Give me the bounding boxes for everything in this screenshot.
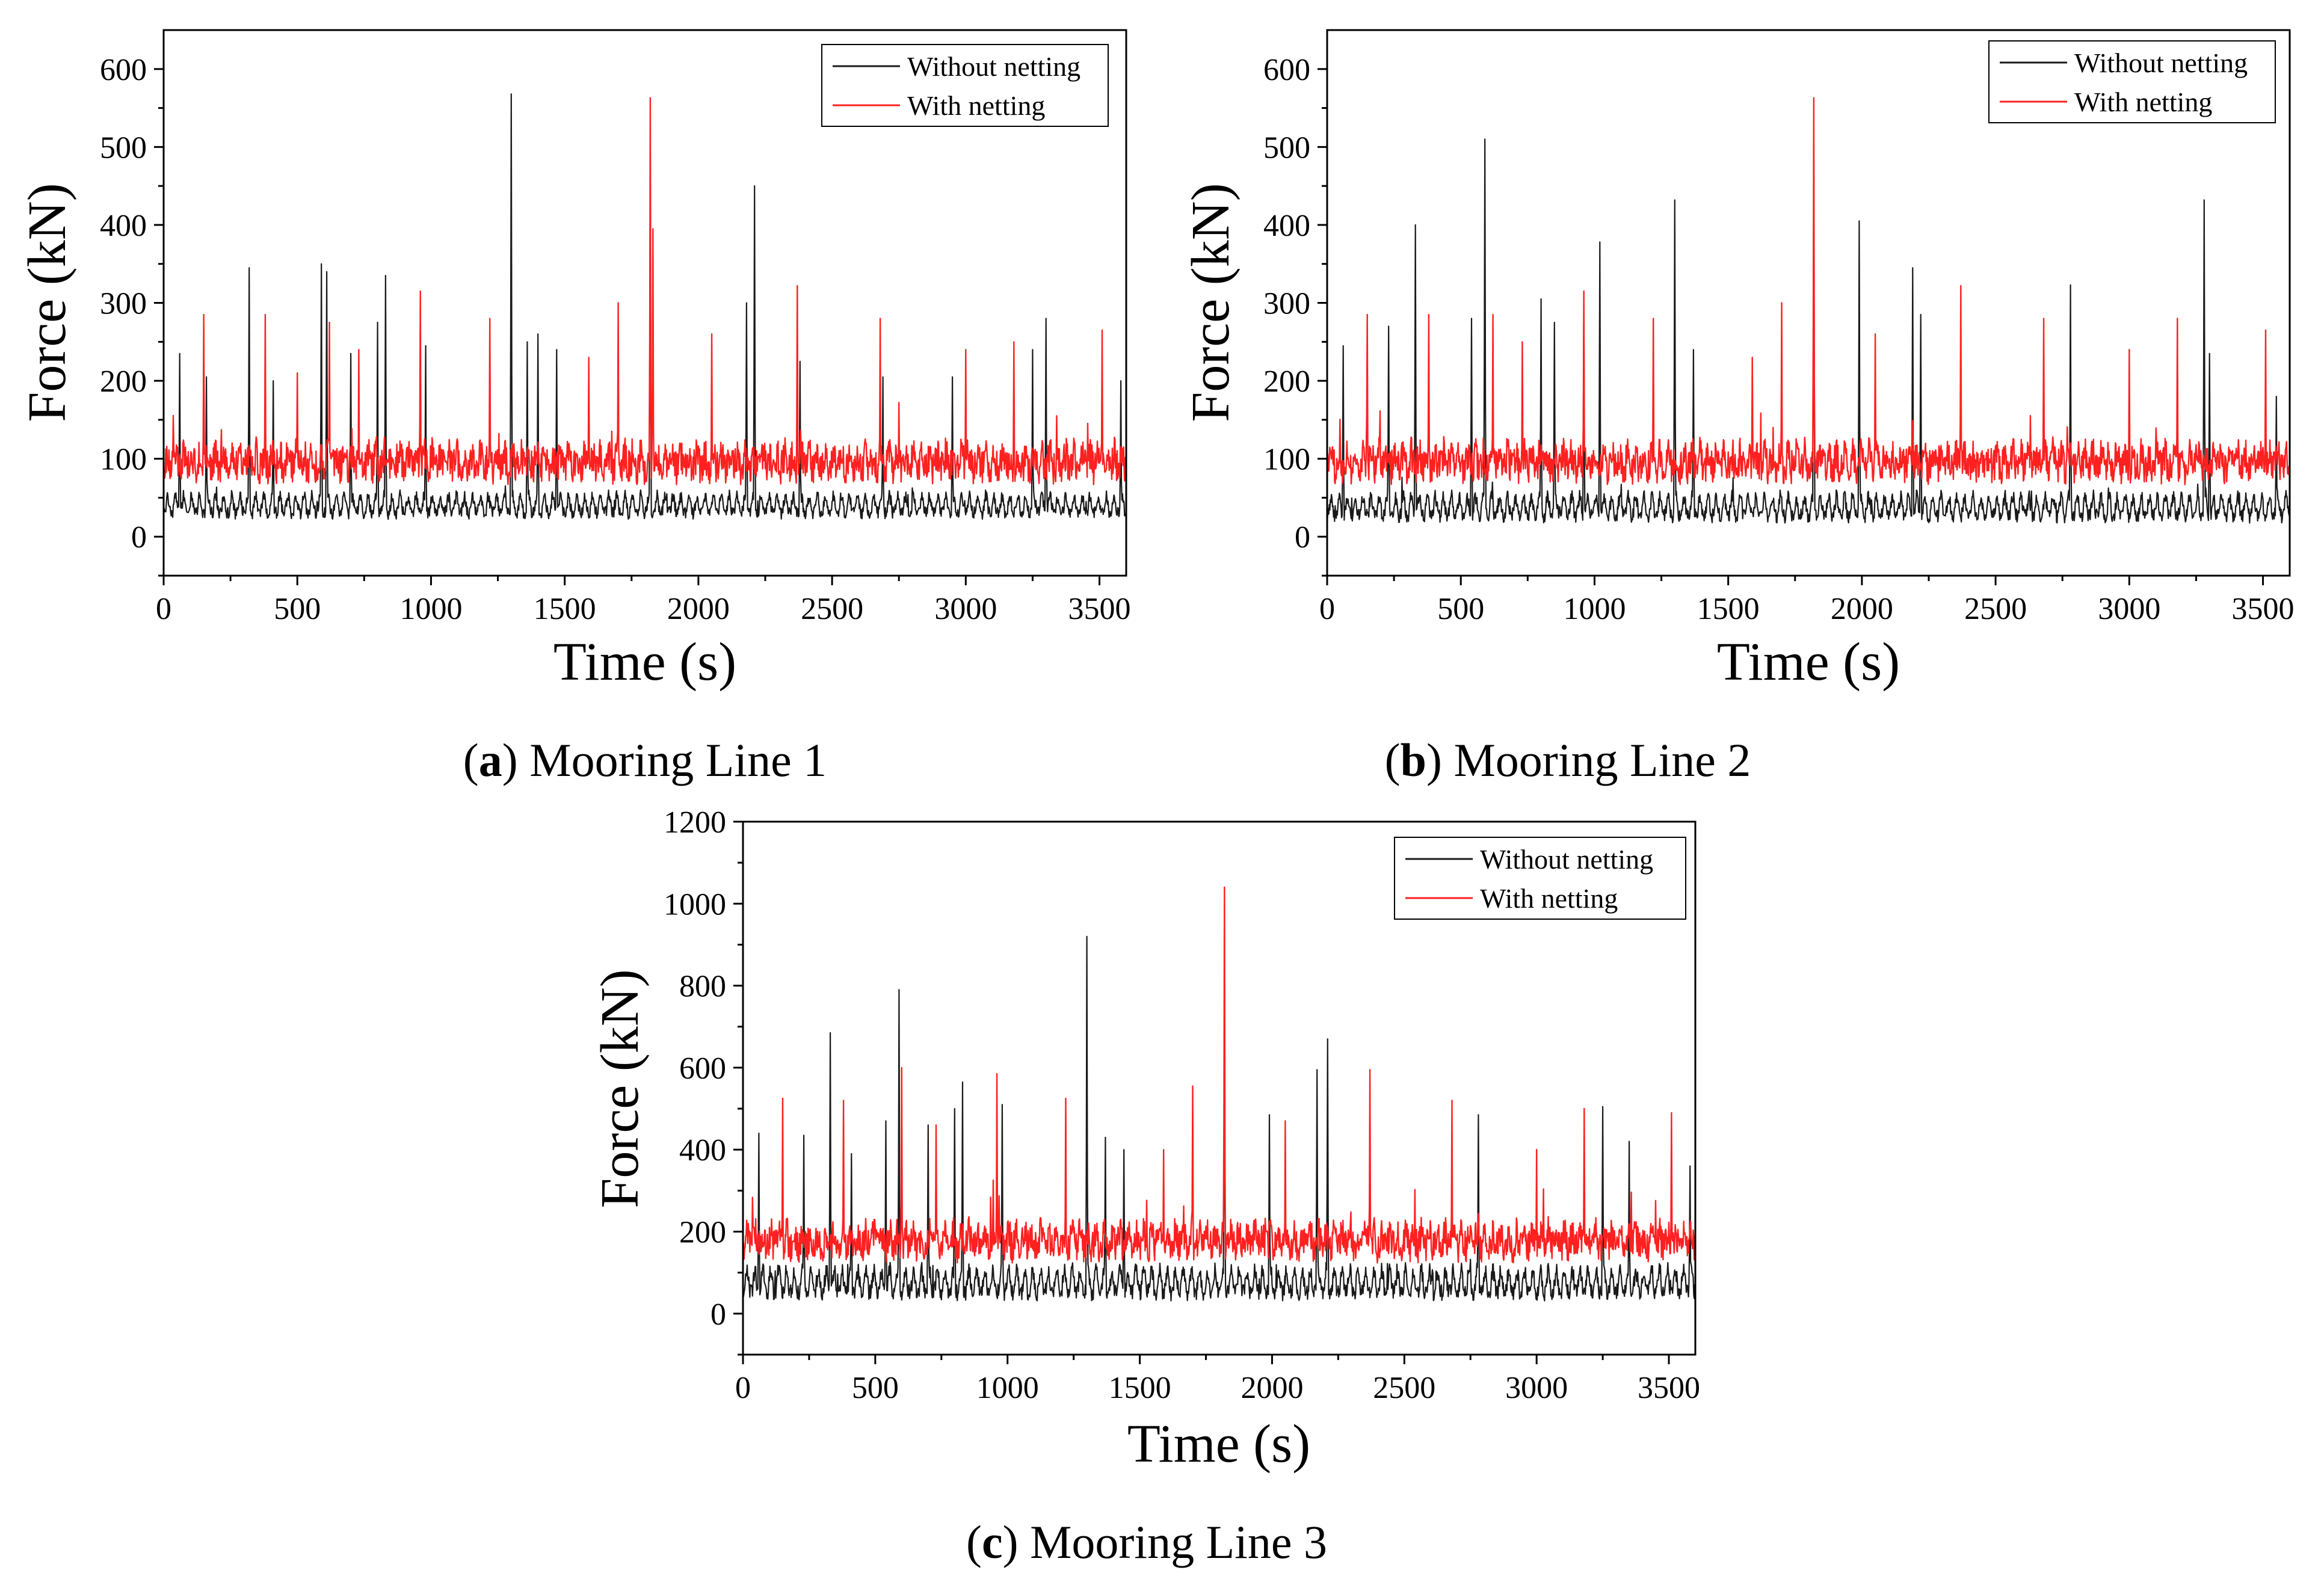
panel-a-x-tick-label: 3000 [934, 592, 997, 626]
panel-a-y-tick-label: 200 [100, 365, 147, 399]
panel-a-caption-text: Mooring Line 1 [529, 734, 827, 786]
panel-a-x-tick-label: 1000 [399, 592, 462, 626]
panel-b-y-tick-label: 200 [1263, 365, 1310, 399]
panel-b-x-tick-label: 3000 [2098, 592, 2160, 626]
panel-a-legend-label-without: Without netting [907, 51, 1080, 82]
panel-c-x-tick-label: 3000 [1505, 1371, 1568, 1405]
panel-c-caption-text: Mooring Line 3 [1030, 1516, 1327, 1568]
panel-c-x-tick-label: 2000 [1241, 1371, 1303, 1405]
panel-a-x-axis-title: Time (s) [553, 632, 736, 692]
panel-c-y-tick-label: 1200 [664, 805, 726, 840]
panel-c-series-with-netting [743, 886, 1695, 1264]
panel-a-x-tick-label: 3500 [1068, 592, 1131, 626]
panel-c-caption-close: ) [1003, 1516, 1030, 1568]
panel-b-ticks: 0 500 1000 1500 2000 2500 3000 3500 0 100 200 300 40… [1263, 53, 2295, 626]
panel-c: 0 500 1000 1500 2000 2500 3000 3500 0 200 400 600 80… [590, 805, 1700, 1568]
panel-a-series-without-netting [164, 93, 1126, 520]
panel-a-series-with-netting [164, 97, 1126, 485]
panel-a-y-tick-label: 500 [100, 131, 147, 165]
panel-b-x-tick-label: 1500 [1697, 592, 1760, 626]
panel-a-legend-label-with: With netting [907, 90, 1045, 121]
panel-c-caption-open: ( [966, 1516, 982, 1568]
panel-b-legend-box [1988, 40, 2276, 123]
panel-a-y-tick-label: 300 [100, 287, 147, 321]
panel-c-legend-label-without: Without netting [1480, 844, 1653, 875]
panel-c-plot-frame [742, 820, 1697, 1356]
panel-a-y-axis-title: Force (kN) [17, 183, 77, 422]
panel-a-x-tick-label: 500 [274, 592, 321, 626]
panel-c-y-axis-title: Force (kN) [590, 969, 650, 1208]
panel-b-x-tick-label: 1000 [1563, 592, 1626, 626]
panel-c-x-tick-label: 0 [735, 1371, 751, 1405]
panel-b-x-tick-label: 500 [1437, 592, 1484, 626]
panel-b-legend-label-with: With netting [2074, 87, 2212, 117]
panel-b-y-tick-label: 500 [1263, 131, 1310, 165]
panel-b-series-with-netting [1327, 97, 2290, 485]
panel-b-y-tick-label: 0 [1295, 520, 1310, 555]
panel-b-y-tick-label: 100 [1263, 443, 1310, 477]
panel-c-y-tick-label: 400 [679, 1133, 726, 1168]
panel-c-caption: (c) Mooring Line 3 [966, 1516, 1327, 1568]
panel-b-caption-text: Mooring Line 2 [1453, 734, 1751, 786]
panel-c-caption-label: c [982, 1516, 1003, 1568]
panel-c-series [743, 886, 1695, 1302]
panel-a-y-tick-label: 100 [100, 443, 147, 477]
panel-a-y-tick-label: 400 [100, 209, 147, 243]
panel-a-caption-label: a [479, 734, 502, 786]
panel-a-ticks: 0 500 1000 1500 2000 2500 3000 3500 0 100 200 300 40… [100, 53, 1131, 626]
panel-b-series [1327, 97, 2290, 524]
panel-b-y-axis-title: Force (kN) [1181, 183, 1241, 422]
panel-a-x-tick-label: 2500 [801, 592, 863, 626]
panel-b-y-tick-label: 600 [1263, 53, 1310, 87]
panel-b-x-tick-label: 2500 [1964, 592, 2027, 626]
panel-c-series-without-netting [743, 935, 1695, 1302]
panel-a-y-tick-label: 0 [131, 520, 147, 555]
panel-b-caption-close: ) [1426, 734, 1453, 786]
panel-b-legend-label-without: Without netting [2074, 48, 2248, 78]
panel-b-caption-label: b [1401, 734, 1426, 786]
panel-b-x-axis-title: Time (s) [1717, 632, 1900, 692]
panel-a-y-tick-label: 600 [100, 53, 147, 87]
panel-b: 0 500 1000 1500 2000 2500 3000 3500 0 100 200 300 40… [1181, 29, 2295, 786]
panel-c-x-tick-label: 3500 [1638, 1371, 1700, 1405]
panel-b-caption: (b) Mooring Line 2 [1385, 734, 1751, 786]
panel-c-y-tick-label: 0 [710, 1297, 726, 1332]
panel-c-legend: Without netting With netting [1394, 837, 1686, 920]
panel-a-legend: Without netting With netting [821, 44, 1109, 127]
panel-a-series [164, 93, 1126, 520]
panel-a-x-tick-label: 2000 [667, 592, 730, 626]
panel-c-x-axis-title: Time (s) [1127, 1414, 1310, 1474]
panel-a: 0 500 1000 1500 2000 2500 3000 3500 0 100 200 300 40… [17, 29, 1131, 786]
panel-b-x-tick-label: 2000 [1831, 592, 1893, 626]
panel-b-x-tick-label: 3500 [2232, 592, 2295, 626]
panel-b-x-tick-label: 0 [1319, 592, 1335, 626]
panel-c-y-tick-label: 600 [679, 1051, 726, 1086]
panel-a-caption: (a) Mooring Line 1 [463, 734, 827, 786]
panel-c-x-tick-label: 2500 [1373, 1371, 1435, 1405]
panel-b-y-tick-label: 400 [1263, 209, 1310, 243]
panel-a-caption-open: ( [463, 734, 479, 786]
panel-b-y-tick-label: 300 [1263, 287, 1310, 321]
panel-c-x-tick-label: 1000 [976, 1371, 1039, 1405]
panel-b-series-without-netting [1327, 138, 2290, 524]
panel-c-legend-box [1394, 837, 1686, 920]
panel-a-caption-close: ) [502, 734, 529, 786]
panel-a-x-tick-label: 0 [156, 592, 171, 626]
panel-c-legend-label-with: With netting [1480, 883, 1618, 914]
panel-b-legend: Without netting With netting [1988, 40, 2276, 123]
panel-c-y-tick-label: 200 [679, 1216, 726, 1250]
panel-a-legend-box [821, 44, 1109, 127]
panel-c-x-tick-label: 1500 [1109, 1371, 1171, 1405]
panel-c-ticks: 0 500 1000 1500 2000 2500 3000 3500 0 200 400 600 80… [664, 805, 1700, 1405]
panel-c-y-tick-label: 800 [679, 970, 726, 1004]
panel-c-y-tick-label: 1000 [664, 887, 726, 922]
panel-a-x-tick-label: 1500 [534, 592, 596, 626]
panel-b-caption-open: ( [1385, 734, 1401, 786]
panel-c-x-tick-label: 500 [852, 1371, 899, 1405]
